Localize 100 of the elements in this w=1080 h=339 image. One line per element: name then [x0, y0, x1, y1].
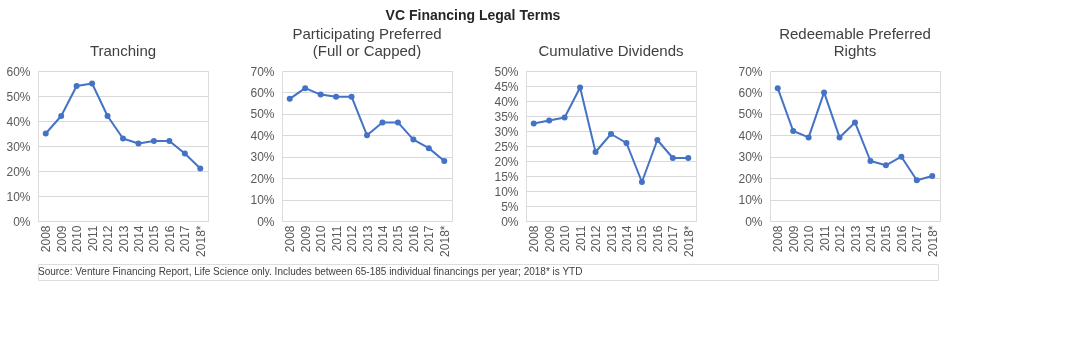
point — [929, 173, 936, 179]
chart-title: Redeemable Preferred Rights — [779, 25, 931, 59]
x-tick-label: 2012 — [101, 225, 116, 253]
x-tick-label: 2009 — [542, 225, 557, 253]
point — [89, 80, 96, 87]
y-tick-label: 30% — [250, 150, 275, 165]
x-tick-label: 2015 — [147, 225, 162, 253]
point — [42, 130, 49, 137]
x-tick-label: 2009 — [54, 225, 69, 253]
y-tick-label: 60% — [250, 85, 275, 100]
y-tick-label: 70% — [250, 64, 275, 79]
y-tick-label: 40% — [6, 114, 31, 129]
y-tick-label: 30% — [494, 124, 519, 139]
point — [425, 145, 432, 152]
x-tick-label: 2012 — [589, 225, 604, 253]
y-tick-label: 40% — [250, 128, 275, 143]
x-tick-label: 2011 — [573, 225, 588, 252]
x-tick-label: 2010 — [314, 225, 329, 253]
point — [852, 119, 858, 126]
point — [774, 85, 781, 92]
point — [441, 158, 448, 164]
x-tick-label: 2016 — [650, 225, 665, 253]
y-tick-label: 15% — [494, 169, 519, 184]
x-tick-label: 2014 — [131, 225, 146, 253]
x-tick-label: 2017 — [422, 225, 437, 253]
y-tick-label: 40% — [738, 128, 763, 143]
y-tick-label: 0% — [745, 214, 763, 229]
y-tick-label: 50% — [494, 64, 519, 79]
x-tick-label: 2015 — [635, 225, 650, 253]
y-tick-label: 20% — [6, 164, 31, 179]
y-tick-label: 25% — [494, 139, 519, 154]
y-tick-label: 20% — [250, 171, 275, 186]
x-tick-label: 2010 — [802, 225, 817, 253]
x-tick-label: 2018* — [437, 225, 452, 257]
point — [685, 155, 692, 161]
point — [150, 138, 157, 144]
point — [867, 158, 874, 164]
x-tick-label: 2015 — [879, 225, 894, 253]
y-tick-label: 10% — [6, 189, 31, 204]
x-tick-label: 2012 — [345, 225, 360, 253]
x-tick-label: 2008 — [39, 225, 54, 253]
point — [317, 91, 324, 98]
x-tick-label: 2010 — [70, 225, 85, 253]
y-tick-label: 50% — [250, 107, 275, 122]
point — [592, 149, 599, 155]
source-note: Source: Venture Financing Report, Life Science only. Includes between 65-185 individual financings per year; 2018* is YTD — [38, 266, 583, 277]
point — [197, 165, 204, 172]
x-tick-label: 2016 — [162, 225, 177, 253]
x-tick-label: 2011 — [85, 225, 100, 252]
y-tick-label: 10% — [250, 193, 275, 208]
y-tick-label: 60% — [738, 85, 763, 100]
point — [302, 85, 309, 92]
point — [410, 136, 417, 143]
x-tick-label: 2013 — [116, 225, 131, 253]
y-tick-label: 5% — [501, 199, 519, 214]
point — [638, 179, 645, 185]
y-tick-label: 60% — [6, 64, 31, 79]
text: VC Financing Legal Terms — [385, 6, 561, 23]
y-tick-label: 10% — [494, 184, 519, 199]
x-tick-label: 2017 — [910, 225, 925, 253]
point — [623, 140, 630, 146]
y-tick-label: 10% — [738, 193, 763, 208]
point — [333, 93, 340, 100]
point — [364, 132, 370, 139]
x-tick-label: 2018* — [681, 225, 696, 257]
x-tick-label: 2018* — [193, 225, 208, 257]
y-tick-label: 35% — [494, 109, 519, 124]
x-tick-label: 2015 — [391, 225, 406, 253]
point — [577, 84, 584, 91]
point — [561, 114, 568, 121]
point — [913, 177, 920, 184]
point — [654, 137, 661, 143]
point — [546, 117, 553, 124]
y-tick-label: 45% — [494, 79, 519, 94]
point — [805, 134, 812, 141]
x-tick-label: 2011 — [329, 225, 344, 252]
x-tick-label: 2014 — [863, 225, 878, 253]
point — [286, 95, 293, 102]
x-tick-label: 2008 — [527, 225, 542, 253]
x-tick-label: 2018* — [925, 225, 940, 257]
y-tick-label: 0% — [13, 214, 31, 229]
y-tick-label: 0% — [257, 214, 275, 229]
point — [166, 138, 173, 144]
y-tick-label: 20% — [494, 154, 519, 169]
x-tick-label: 2013 — [848, 225, 863, 253]
point — [898, 153, 905, 160]
x-tick-label: 2016 — [894, 225, 909, 253]
y-tick-label: 50% — [738, 107, 763, 122]
chart-title: Participating Preferred (Full or Capped) — [292, 25, 442, 59]
y-tick-label: 30% — [6, 139, 31, 154]
point — [120, 135, 126, 142]
point — [790, 128, 797, 134]
x-tick-label: 2009 — [298, 225, 313, 253]
point — [669, 155, 676, 161]
x-tick-label: 2008 — [283, 225, 298, 253]
chart-title: Tranching — [89, 42, 157, 59]
point — [530, 120, 537, 127]
y-tick-label: 30% — [738, 150, 763, 165]
y-tick-label: 40% — [494, 94, 519, 109]
point — [379, 119, 386, 126]
